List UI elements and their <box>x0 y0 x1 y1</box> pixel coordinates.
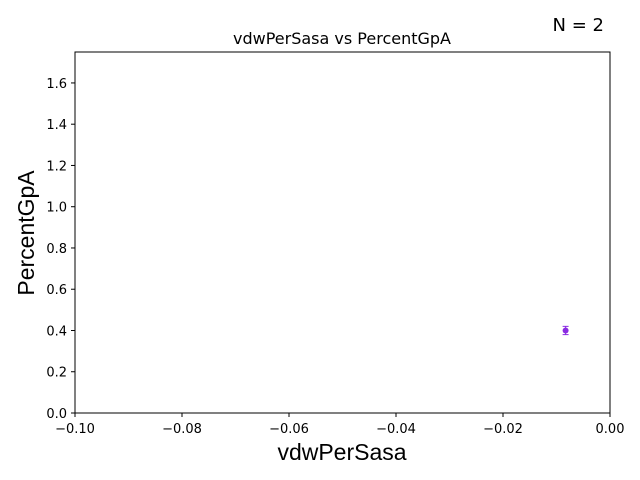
x-tick-label: 0.00 <box>596 422 625 437</box>
y-tick-label: 1.6 <box>46 77 67 92</box>
y-tick-label: 1.0 <box>46 201 67 216</box>
chart-title: vdwPerSasa vs PercentGpA <box>233 29 451 48</box>
y-axis: 0.0 0.2 0.4 0.6 0.8 1.0 1.2 1.4 1.6 <box>46 77 75 422</box>
y-tick-label: 1.4 <box>46 118 67 133</box>
x-axis: −0.10 −0.08 −0.06 −0.04 −0.02 0.00 <box>55 413 624 437</box>
x-tick-label: −0.06 <box>269 422 309 437</box>
x-tick-label: −0.04 <box>376 422 416 437</box>
y-axis-label: PercentGpA <box>13 170 39 296</box>
x-tick-label: −0.02 <box>483 422 523 437</box>
y-tick-label: 0.4 <box>46 324 67 339</box>
y-tick-label: 1.2 <box>46 159 67 174</box>
y-tick-label: 0.0 <box>46 407 67 422</box>
x-tick-label: −0.10 <box>55 422 95 437</box>
sample-count-label: N = 2 <box>553 15 604 36</box>
data-point <box>562 327 569 334</box>
x-tick-label: −0.08 <box>162 422 202 437</box>
data-points <box>562 325 569 336</box>
plot-frame <box>74 51 611 414</box>
y-tick-label: 0.6 <box>46 283 67 298</box>
y-tick-label: 0.8 <box>46 242 67 257</box>
y-tick-label: 0.2 <box>46 366 67 381</box>
x-axis-label: vdwPerSasa <box>277 439 406 465</box>
